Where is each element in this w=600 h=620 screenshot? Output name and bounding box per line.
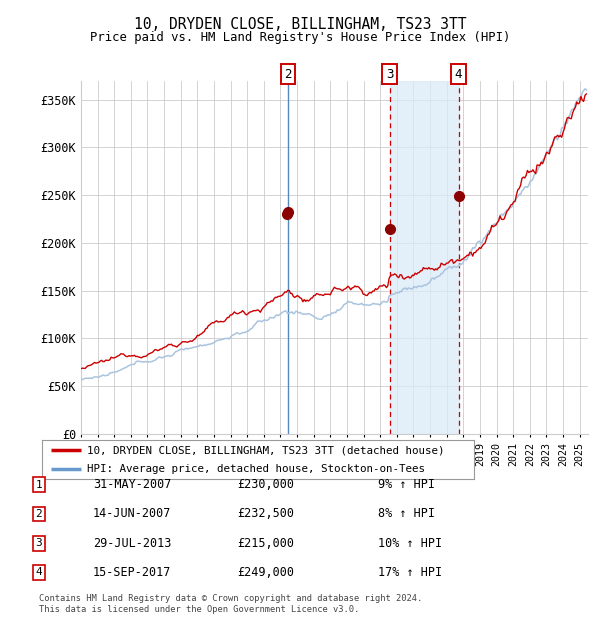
Text: 3: 3 — [386, 68, 393, 81]
Text: 1: 1 — [35, 480, 43, 490]
Text: 2: 2 — [284, 68, 292, 81]
Text: £232,500: £232,500 — [237, 508, 294, 520]
Text: 15-SEP-2017: 15-SEP-2017 — [93, 566, 172, 578]
Text: Price paid vs. HM Land Registry's House Price Index (HPI): Price paid vs. HM Land Registry's House … — [90, 31, 510, 44]
Text: 29-JUL-2013: 29-JUL-2013 — [93, 537, 172, 549]
Text: 4: 4 — [35, 567, 43, 577]
Text: HPI: Average price, detached house, Stockton-on-Tees: HPI: Average price, detached house, Stoc… — [88, 464, 425, 474]
Text: Contains HM Land Registry data © Crown copyright and database right 2024.
This d: Contains HM Land Registry data © Crown c… — [39, 595, 422, 614]
Text: 10% ↑ HPI: 10% ↑ HPI — [378, 537, 442, 549]
Text: £249,000: £249,000 — [237, 566, 294, 578]
Text: 2: 2 — [35, 509, 43, 519]
Text: £215,000: £215,000 — [237, 537, 294, 549]
Text: 14-JUN-2007: 14-JUN-2007 — [93, 508, 172, 520]
Bar — [389, 81, 458, 434]
Text: 10, DRYDEN CLOSE, BILLINGHAM, TS23 3TT: 10, DRYDEN CLOSE, BILLINGHAM, TS23 3TT — [134, 17, 466, 32]
Text: 9% ↑ HPI: 9% ↑ HPI — [378, 479, 435, 491]
Text: 17% ↑ HPI: 17% ↑ HPI — [378, 566, 442, 578]
Text: 8% ↑ HPI: 8% ↑ HPI — [378, 508, 435, 520]
Text: £230,000: £230,000 — [237, 479, 294, 491]
Text: 4: 4 — [455, 68, 462, 81]
Text: 31-MAY-2007: 31-MAY-2007 — [93, 479, 172, 491]
Text: 3: 3 — [35, 538, 43, 548]
Text: 10, DRYDEN CLOSE, BILLINGHAM, TS23 3TT (detached house): 10, DRYDEN CLOSE, BILLINGHAM, TS23 3TT (… — [88, 445, 445, 455]
